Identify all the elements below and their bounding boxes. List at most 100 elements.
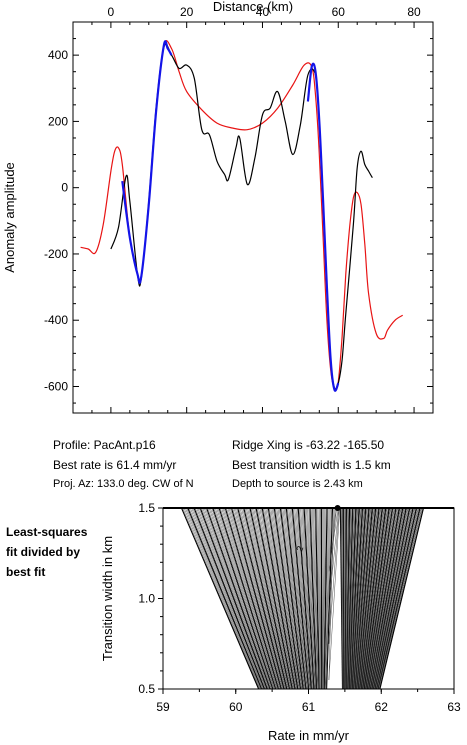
misfit-contour-line xyxy=(323,508,327,689)
misfit-contour-line xyxy=(264,508,297,689)
best-rate-text: Best rate is 61.4 mm/yr xyxy=(53,458,177,472)
misfit-contour-line xyxy=(297,508,312,689)
misfit-contour-line xyxy=(349,508,358,689)
misfit-contour-line xyxy=(315,508,320,689)
misfit-contour-line xyxy=(357,508,375,689)
misfit-contour-line xyxy=(370,508,404,689)
misfit-contour-line xyxy=(351,508,361,689)
misfit-contour-line xyxy=(365,508,394,689)
misfit-contour-line xyxy=(210,508,272,689)
misfit-contour-line xyxy=(372,508,408,689)
side-note-line: best fit xyxy=(6,565,46,579)
best-width-text: Best transition width is 1.5 km xyxy=(232,458,391,472)
misfit-contour-line xyxy=(341,508,344,689)
misfit-contour-line xyxy=(208,508,272,689)
misfit-contour-line xyxy=(291,508,310,689)
misfit-contour-line xyxy=(377,508,419,689)
misfit-contour-line xyxy=(379,508,423,689)
misfit-contour-line xyxy=(272,508,301,689)
misfit-contour-line xyxy=(191,508,264,689)
misfit-contour-line xyxy=(295,508,311,689)
misfit-contour-line xyxy=(372,508,409,689)
misfit-contour-line xyxy=(345,508,348,689)
y-tick-label: 200 xyxy=(48,114,68,128)
misfit-contour-line xyxy=(348,508,355,689)
profile-ticks: 0 20 40 60 80 -600 -400 -200 0 200 400 xyxy=(44,5,434,413)
misfit-contour-line xyxy=(199,508,268,689)
misfit-contour-line xyxy=(354,508,370,689)
misfit-contour-line xyxy=(233,508,283,689)
y-tick-label: 0 xyxy=(61,181,68,195)
misfit-contour-line xyxy=(202,508,269,689)
misfit-contour-line xyxy=(261,508,296,689)
misfit-contour-line xyxy=(309,508,317,689)
misfit-contour-line xyxy=(265,508,297,689)
misfit-contour-line xyxy=(368,508,399,689)
misfit-contour-line xyxy=(362,508,387,689)
misfit-contour-line xyxy=(324,508,330,689)
misfit-contour-line xyxy=(217,508,276,689)
misfit-contour-line xyxy=(347,508,354,689)
misfit-contour-line xyxy=(226,508,280,689)
misfit-contour-line xyxy=(306,508,316,689)
misfit-contour-line xyxy=(321,508,323,689)
misfit-contour-line xyxy=(283,508,305,689)
misfit-contour-line xyxy=(227,508,280,689)
misfit-x-tick-label: 63 xyxy=(447,700,461,714)
x-tick-label: 80 xyxy=(407,5,421,19)
misfit-contour-line xyxy=(320,508,322,689)
ridge-crossing-text: Ridge Xing is -63.22 -165.50 xyxy=(232,438,385,452)
misfit-contour-line xyxy=(369,508,402,689)
misfit-x-axis-label: Rate in mm/yr xyxy=(268,728,350,743)
side-note-line: Least-squares xyxy=(6,525,88,539)
misfit-contour-line xyxy=(353,508,365,689)
misfit-contour-line xyxy=(285,508,307,689)
misfit-contour-line xyxy=(307,508,316,689)
misfit-contour-line xyxy=(342,508,345,689)
y-tick-label: -400 xyxy=(44,313,68,327)
misfit-contour-line xyxy=(270,508,300,689)
misfit-contour-line xyxy=(346,508,351,689)
misfit-contour-line xyxy=(253,508,292,689)
misfit-contour-line xyxy=(313,508,319,689)
misfit-x-tick-label: 60 xyxy=(229,700,243,714)
misfit-contour-line xyxy=(351,508,362,689)
misfit-contour-line xyxy=(252,508,291,689)
misfit-contour-line xyxy=(289,508,308,689)
misfit-contour-line xyxy=(282,508,305,689)
misfit-contour-line xyxy=(230,508,282,689)
misfit-contour-line xyxy=(347,508,352,689)
misfit-contour-line xyxy=(362,508,385,689)
misfit-contour-line xyxy=(379,508,425,689)
misfit-contour-line xyxy=(248,508,290,689)
misfit-contour-line xyxy=(186,508,262,689)
profile-series-best-fit-segment xyxy=(121,40,173,285)
profile-name: Profile: PacAnt.p16 xyxy=(53,438,156,452)
misfit-contour-line xyxy=(197,508,267,689)
misfit-contour-line xyxy=(183,508,260,689)
misfit-contour-line xyxy=(303,508,315,689)
misfit-contour-line xyxy=(371,508,407,689)
misfit-contour-line xyxy=(366,508,395,689)
misfit-contour-line xyxy=(220,508,277,689)
misfit-contour-line xyxy=(378,508,422,689)
y-tick-label: 400 xyxy=(48,48,68,62)
misfit-contour-line xyxy=(322,508,326,689)
misfit-contour-line xyxy=(377,508,419,689)
misfit-contour-line xyxy=(353,508,367,689)
misfit-contour-line xyxy=(369,508,401,689)
misfit-contour-line xyxy=(356,508,374,689)
misfit-contour-line xyxy=(345,508,349,689)
misfit-contour-line xyxy=(344,508,346,689)
profile-plot-frame xyxy=(72,21,434,414)
misfit-contour-line xyxy=(359,508,380,689)
misfit-contour-line xyxy=(294,508,310,689)
misfit-contour-line xyxy=(290,508,309,689)
misfit-contour-line xyxy=(300,508,313,689)
misfit-contour-line xyxy=(365,508,392,689)
misfit-contour-line xyxy=(352,508,365,689)
misfit-contour-line xyxy=(279,508,304,689)
misfit-contour-line xyxy=(241,508,286,689)
misfit-contour-line xyxy=(276,508,302,689)
misfit-contour-line xyxy=(348,508,355,689)
